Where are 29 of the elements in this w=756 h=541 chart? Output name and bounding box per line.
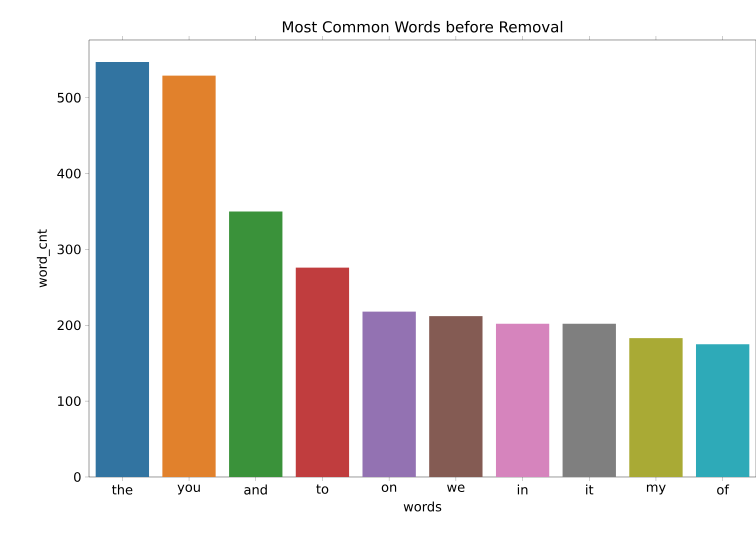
- x-tick-label: it: [586, 484, 594, 494]
- chart-title: Most Common Words before Removal: [282, 20, 562, 32]
- x-tick-label: the: [112, 484, 132, 495]
- x-tick-label: to: [316, 484, 328, 494]
- x-tick-label: my: [646, 484, 666, 494]
- y-tick-label: 300: [58, 244, 81, 254]
- x-tick-label: in: [518, 484, 528, 494]
- x-tick-label: you: [178, 484, 200, 494]
- bar: [229, 211, 282, 477]
- bar: [696, 344, 750, 477]
- bar: [362, 312, 416, 477]
- bar: [629, 338, 683, 477]
- bar: [296, 268, 350, 477]
- x-tick-label: of: [717, 484, 730, 495]
- x-axis-title: words: [404, 501, 442, 512]
- y-axis-title: word_cnt: [36, 229, 50, 288]
- x-tick-label: on: [382, 484, 396, 492]
- y-tick-label: 400: [57, 168, 81, 178]
- y-tick-label: 0: [74, 472, 81, 482]
- bar: [562, 324, 616, 477]
- bar: [162, 76, 216, 477]
- bar: [496, 324, 550, 477]
- bar: [96, 62, 150, 477]
- y-tick-label: 200: [58, 320, 81, 330]
- y-tick-label: 100: [58, 396, 81, 406]
- y-tick-label: 500: [58, 92, 81, 103]
- x-tick-label: we: [447, 484, 464, 492]
- bar: [429, 316, 483, 477]
- x-tick-label: and: [244, 484, 267, 495]
